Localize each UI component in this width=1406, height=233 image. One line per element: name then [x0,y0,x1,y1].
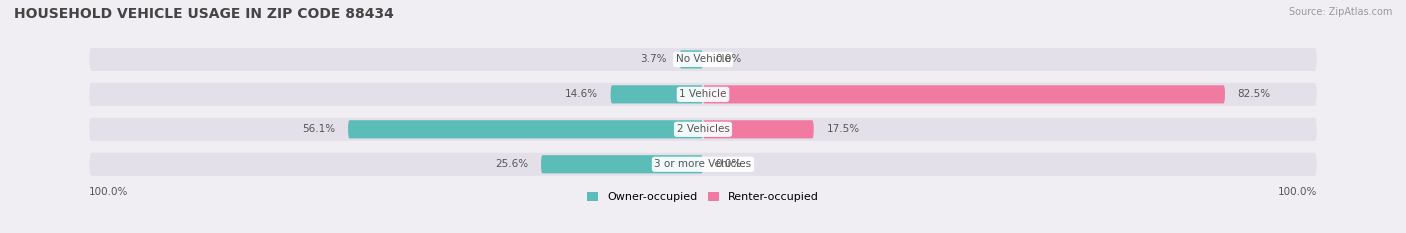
Text: HOUSEHOLD VEHICLE USAGE IN ZIP CODE 88434: HOUSEHOLD VEHICLE USAGE IN ZIP CODE 8843… [14,7,394,21]
Legend: Owner-occupied, Renter-occupied: Owner-occupied, Renter-occupied [582,188,824,207]
FancyBboxPatch shape [89,48,1317,71]
FancyBboxPatch shape [679,50,703,69]
FancyBboxPatch shape [541,155,703,173]
Text: 25.6%: 25.6% [495,159,529,169]
Text: 56.1%: 56.1% [302,124,336,134]
Text: 3 or more Vehicles: 3 or more Vehicles [654,159,752,169]
Text: 100.0%: 100.0% [1277,187,1317,196]
Text: 3.7%: 3.7% [641,55,666,64]
Text: 100.0%: 100.0% [89,187,129,196]
FancyBboxPatch shape [89,83,1317,106]
Text: 2 Vehicles: 2 Vehicles [676,124,730,134]
Text: 0.0%: 0.0% [716,159,742,169]
FancyBboxPatch shape [610,85,703,103]
Text: No Vehicle: No Vehicle [675,55,731,64]
FancyBboxPatch shape [703,85,1225,103]
FancyBboxPatch shape [89,118,1317,141]
Text: Source: ZipAtlas.com: Source: ZipAtlas.com [1288,7,1392,17]
Text: 17.5%: 17.5% [827,124,859,134]
Text: 82.5%: 82.5% [1237,89,1271,99]
FancyBboxPatch shape [349,120,703,138]
FancyBboxPatch shape [89,153,1317,176]
Text: 1 Vehicle: 1 Vehicle [679,89,727,99]
Text: 14.6%: 14.6% [565,89,598,99]
FancyBboxPatch shape [703,120,814,138]
Text: 0.0%: 0.0% [716,55,742,64]
